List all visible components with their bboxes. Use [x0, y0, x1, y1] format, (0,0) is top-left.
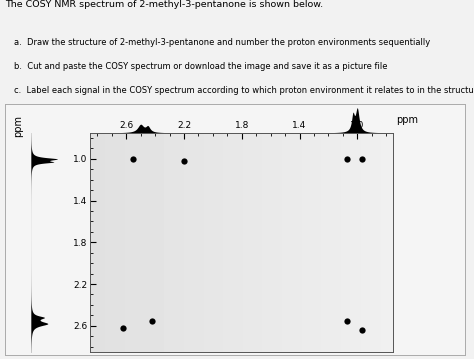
Text: b.  Cut and paste the COSY spectrum or download the image and save it as a pictu: b. Cut and paste the COSY spectrum or do… [14, 62, 388, 71]
Text: The COSY NMR spectrum of 2-methyl-3-pentanone is shown below.: The COSY NMR spectrum of 2-methyl-3-pent… [5, 0, 323, 9]
Text: a.  Draw the structure of 2-methyl-3-pentanone and number the proton environment: a. Draw the structure of 2-methyl-3-pent… [14, 38, 430, 47]
Text: ppm: ppm [396, 115, 418, 125]
Text: c.  Label each signal in the COSY spectrum according to which proton environment: c. Label each signal in the COSY spectru… [14, 87, 474, 95]
Text: ppm: ppm [13, 115, 23, 137]
